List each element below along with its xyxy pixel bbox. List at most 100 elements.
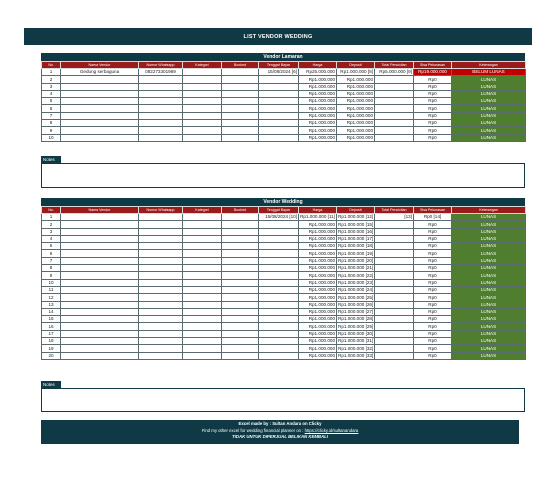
deposit-cell[interactable]: Rp1.000.000 [31]	[336, 337, 375, 346]
whatsapp-cell[interactable]	[138, 322, 183, 331]
whatsapp-cell[interactable]	[138, 351, 183, 360]
category-cell[interactable]	[182, 271, 222, 280]
booked-cell[interactable]	[221, 97, 259, 106]
status-cell[interactable]: LUNAS	[451, 278, 526, 287]
no-cell[interactable]: 7	[41, 111, 61, 121]
installment-total-cell[interactable]	[374, 242, 414, 251]
vendor-name-cell[interactable]	[60, 212, 139, 222]
remaining-cell[interactable]: Rp0	[413, 264, 452, 273]
installment-total-cell[interactable]	[374, 133, 414, 142]
price-cell[interactable]: Rp1.000.000	[298, 75, 337, 84]
status-cell[interactable]: LUNAS	[451, 212, 526, 222]
deposit-cell[interactable]: Rp1.000.000 [23]	[336, 278, 375, 287]
category-cell[interactable]	[182, 307, 222, 317]
category-cell[interactable]	[182, 119, 222, 128]
no-cell[interactable]: 16	[41, 322, 61, 331]
deposit-cell[interactable]: Rp1.000.000 [33]	[336, 351, 375, 360]
category-cell[interactable]	[182, 220, 222, 229]
category-cell[interactable]	[182, 242, 222, 251]
installment-total-cell[interactable]	[374, 82, 414, 91]
vendor-name-cell[interactable]	[60, 278, 139, 287]
no-cell[interactable]: 7	[41, 256, 61, 266]
no-cell[interactable]: 3	[41, 227, 61, 236]
installment-total-cell[interactable]	[374, 227, 414, 236]
status-cell[interactable]: LUNAS	[451, 97, 526, 106]
remaining-cell[interactable]: Rp0	[413, 293, 452, 302]
installment-total-cell[interactable]	[374, 89, 414, 99]
installment-total-cell[interactable]	[374, 75, 414, 84]
due-date-cell[interactable]	[258, 315, 299, 324]
booked-cell[interactable]	[221, 271, 259, 280]
vendor-name-cell[interactable]	[60, 285, 139, 295]
whatsapp-cell[interactable]	[138, 337, 183, 346]
due-date-cell[interactable]: 15/08/2024 [6]	[258, 67, 299, 77]
remaining-cell[interactable]: Rp0	[413, 329, 452, 339]
booked-cell[interactable]	[221, 285, 259, 295]
vendor-name-cell[interactable]	[60, 119, 139, 128]
booked-cell[interactable]	[221, 315, 259, 324]
installment-total-cell[interactable]	[374, 329, 414, 339]
price-cell[interactable]: Rp1.000.000	[298, 104, 337, 113]
installment-total-cell[interactable]	[374, 344, 414, 353]
notes-box-1[interactable]	[41, 163, 525, 188]
remaining-cell[interactable]: Rp0	[413, 351, 452, 360]
deposit-cell[interactable]: Rp1.000.000	[336, 126, 375, 135]
status-cell[interactable]: LUNAS	[451, 329, 526, 339]
due-date-cell[interactable]	[258, 300, 299, 309]
whatsapp-cell[interactable]	[138, 264, 183, 273]
category-cell[interactable]	[182, 104, 222, 113]
installment-total-cell[interactable]	[374, 278, 414, 287]
vendor-name-cell[interactable]	[60, 242, 139, 251]
whatsapp-cell[interactable]	[138, 293, 183, 302]
booked-cell[interactable]	[221, 227, 259, 236]
booked-cell[interactable]	[221, 104, 259, 113]
category-cell[interactable]	[182, 322, 222, 331]
status-cell[interactable]: LUNAS	[451, 256, 526, 266]
installment-total-cell[interactable]	[374, 249, 414, 258]
booked-cell[interactable]	[221, 249, 259, 258]
no-cell[interactable]: 6	[41, 104, 61, 113]
price-cell[interactable]: Rp1.000.000 [11]	[298, 212, 337, 222]
status-cell[interactable]: LUNAS	[451, 285, 526, 295]
vendor-name-cell[interactable]	[60, 315, 139, 324]
installment-total-cell[interactable]	[374, 271, 414, 280]
due-date-cell[interactable]	[258, 249, 299, 258]
booked-cell[interactable]	[221, 234, 259, 244]
deposit-cell[interactable]: Rp1.000.000 [30]	[336, 329, 375, 339]
whatsapp-cell[interactable]	[138, 307, 183, 317]
whatsapp-cell[interactable]	[138, 271, 183, 280]
vendor-name-cell[interactable]	[60, 89, 139, 99]
due-date-cell[interactable]	[258, 126, 299, 135]
whatsapp-cell[interactable]	[138, 227, 183, 236]
installment-total-cell[interactable]: [13]	[374, 212, 414, 222]
deposit-cell[interactable]: Rp1.000.000 [16]	[336, 227, 375, 236]
booked-cell[interactable]	[221, 126, 259, 135]
remaining-cell[interactable]: Rp0	[413, 256, 452, 266]
remaining-cell[interactable]: Rp0	[413, 285, 452, 295]
vendor-name-cell[interactable]	[60, 256, 139, 266]
due-date-cell[interactable]	[258, 271, 299, 280]
status-cell[interactable]: LUNAS	[451, 322, 526, 331]
status-cell[interactable]: LUNAS	[451, 234, 526, 244]
due-date-cell[interactable]	[258, 293, 299, 302]
category-cell[interactable]	[182, 329, 222, 339]
no-cell[interactable]: 2	[41, 220, 61, 229]
remaining-cell[interactable]: Rp0	[413, 104, 452, 113]
due-date-cell[interactable]	[258, 278, 299, 287]
due-date-cell[interactable]	[258, 75, 299, 84]
category-cell[interactable]	[182, 351, 222, 360]
booked-cell[interactable]	[221, 82, 259, 91]
category-cell[interactable]	[182, 212, 222, 222]
deposit-cell[interactable]: Rp1.000.000	[336, 111, 375, 121]
installment-total-cell[interactable]	[374, 351, 414, 360]
vendor-name-cell[interactable]	[60, 344, 139, 353]
category-cell[interactable]	[182, 264, 222, 273]
whatsapp-cell[interactable]	[138, 249, 183, 258]
due-date-cell[interactable]	[258, 322, 299, 331]
vendor-name-cell[interactable]	[60, 126, 139, 135]
status-cell[interactable]: LUNAS	[451, 351, 526, 360]
due-date-cell[interactable]	[258, 82, 299, 91]
no-cell[interactable]: 9	[41, 271, 61, 280]
category-cell[interactable]	[182, 75, 222, 84]
price-cell[interactable]: Rp1.000.000	[298, 82, 337, 91]
